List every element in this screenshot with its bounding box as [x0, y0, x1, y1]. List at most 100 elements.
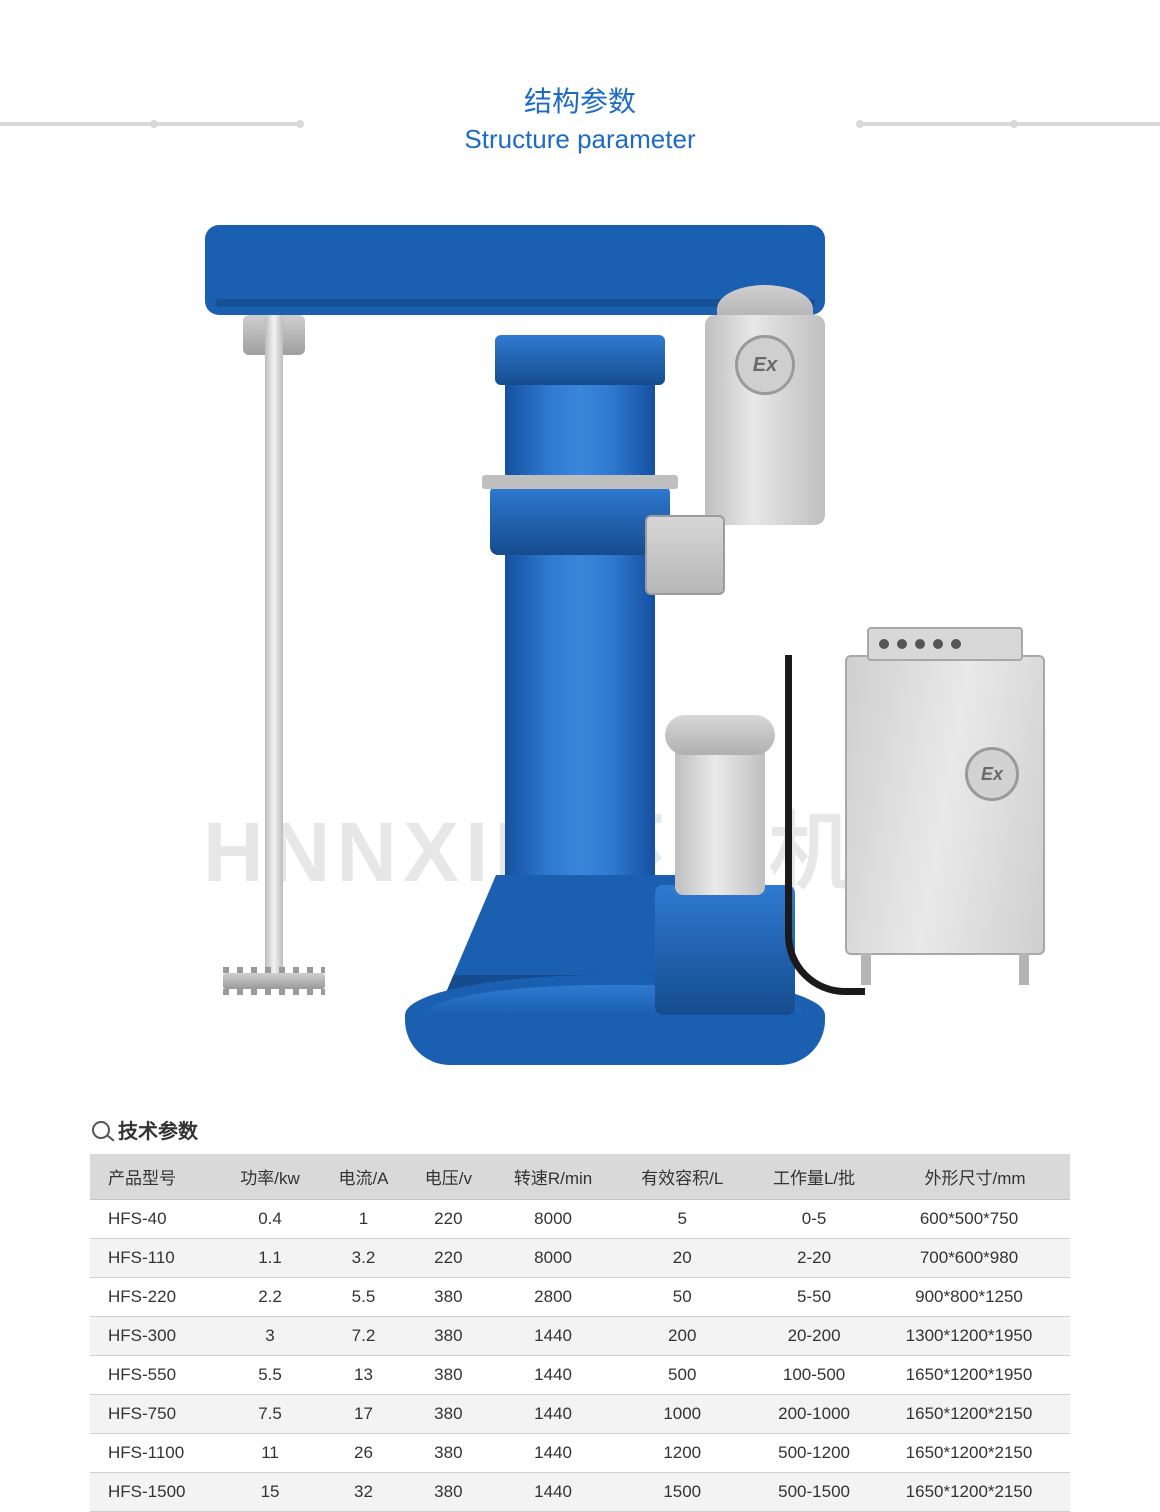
control-cabinet: Ex — [845, 655, 1045, 955]
table-row: HFS-2202.25.53802800505-50900*800*1250 — [90, 1278, 1070, 1317]
table-cell: HFS-550 — [90, 1356, 220, 1395]
col-header: 外形尺寸/mm — [880, 1154, 1070, 1200]
table-cell: 15 — [220, 1473, 320, 1512]
table-row: HFS-5505.5133801440500100-5001650*1200*1… — [90, 1356, 1070, 1395]
page-header: 结构参数 Structure parameter — [90, 80, 1070, 155]
table-row: HFS-1500153238014401500500-15001650*1200… — [90, 1473, 1070, 1512]
table-cell: HFS-220 — [90, 1278, 220, 1317]
table-cell: 7.5 — [220, 1395, 320, 1434]
table-cell: 1650*1200*2150 — [880, 1434, 1070, 1473]
title-english: Structure parameter — [90, 124, 1070, 155]
table-cell: 1650*1200*2150 — [880, 1473, 1070, 1512]
dial-icon — [897, 639, 907, 649]
table-row: HFS-1101.13.22208000202-20700*600*980 — [90, 1239, 1070, 1278]
product-illustration: HNNXIN环鑫机械 Ex Ex — [145, 185, 1015, 1075]
machine-hydraulic-tank — [655, 885, 795, 1015]
col-header: 有效容积/L — [616, 1154, 748, 1200]
divider-left — [0, 122, 300, 126]
col-header: 功率/kw — [220, 1154, 320, 1200]
table-cell: 1440 — [490, 1356, 617, 1395]
table-cell: 50 — [616, 1278, 748, 1317]
table-cell: 2800 — [490, 1278, 617, 1317]
table-cell: 8000 — [490, 1200, 617, 1239]
dial-icon — [879, 639, 889, 649]
control-panel — [867, 627, 1023, 661]
table-cell: 380 — [407, 1434, 490, 1473]
table-cell: 200-1000 — [748, 1395, 880, 1434]
table-cell: 26 — [320, 1434, 407, 1473]
table-cell: 1440 — [490, 1473, 617, 1512]
table-cell: 1500 — [616, 1473, 748, 1512]
table-cell: 20 — [616, 1239, 748, 1278]
table-cell: HFS-110 — [90, 1239, 220, 1278]
table-cell: 1200 — [616, 1434, 748, 1473]
col-header: 电压/v — [407, 1154, 490, 1200]
explosion-proof-label-icon: Ex — [735, 335, 795, 395]
col-header: 工作量L/批 — [748, 1154, 880, 1200]
divider-right — [860, 122, 1160, 126]
table-cell: 1000 — [616, 1395, 748, 1434]
machine-column-cap — [495, 335, 665, 385]
table-cell: 100-500 — [748, 1356, 880, 1395]
table-cell: HFS-300 — [90, 1317, 220, 1356]
machine-collar — [490, 485, 670, 555]
col-header: 电流/A — [320, 1154, 407, 1200]
table-cell: 0.4 — [220, 1200, 320, 1239]
table-cell: 3 — [220, 1317, 320, 1356]
table-row: HFS-400.41220800050-5600*500*750 — [90, 1200, 1070, 1239]
explosion-proof-label-icon: Ex — [965, 747, 1019, 801]
table-cell: 1440 — [490, 1434, 617, 1473]
table-cell: 32 — [320, 1473, 407, 1512]
machine-mixing-shaft — [265, 315, 283, 975]
table-cell: 5 — [616, 1200, 748, 1239]
magnifier-icon — [92, 1121, 110, 1139]
table-cell: HFS-40 — [90, 1200, 220, 1239]
table-cell: 17 — [320, 1395, 407, 1434]
spec-table: 产品型号功率/kw电流/A电压/v转速R/min有效容积/L工作量L/批外形尺寸… — [90, 1154, 1070, 1512]
cabinet-legs — [861, 953, 1029, 985]
title-chinese: 结构参数 — [90, 80, 1070, 120]
dial-icon — [915, 639, 925, 649]
table-cell: 1650*1200*2150 — [880, 1395, 1070, 1434]
table-cell: 380 — [407, 1395, 490, 1434]
dial-icon — [951, 639, 961, 649]
table-cell: 380 — [407, 1473, 490, 1512]
table-cell: 8000 — [490, 1239, 617, 1278]
table-cell: HFS-1500 — [90, 1473, 220, 1512]
col-header: 产品型号 — [90, 1154, 220, 1200]
spec-table-body: HFS-400.41220800050-5600*500*750HFS-1101… — [90, 1200, 1070, 1512]
table-cell: 200 — [616, 1317, 748, 1356]
table-row: HFS-7507.51738014401000200-10001650*1200… — [90, 1395, 1070, 1434]
machine-lift-column — [505, 345, 655, 905]
table-cell: 380 — [407, 1278, 490, 1317]
dial-icon — [933, 639, 943, 649]
table-cell: 5.5 — [320, 1278, 407, 1317]
table-cell: 2.2 — [220, 1278, 320, 1317]
table-cell: 700*600*980 — [880, 1239, 1070, 1278]
table-cell: 3.2 — [320, 1239, 407, 1278]
machine-junction-box — [645, 515, 725, 595]
table-cell: 7.2 — [320, 1317, 407, 1356]
table-cell: 380 — [407, 1317, 490, 1356]
table-cell: HFS-1100 — [90, 1434, 220, 1473]
table-cell: 500 — [616, 1356, 748, 1395]
table-cell: 220 — [407, 1239, 490, 1278]
table-cell: 380 — [407, 1356, 490, 1395]
table-cell: 1.1 — [220, 1239, 320, 1278]
table-cell: 5-50 — [748, 1278, 880, 1317]
spec-table-head: 产品型号功率/kw电流/A电压/v转速R/min有效容积/L工作量L/批外形尺寸… — [90, 1154, 1070, 1200]
table-cell: 1300*1200*1950 — [880, 1317, 1070, 1356]
table-cell: 1440 — [490, 1317, 617, 1356]
table-cell: 1650*1200*1950 — [880, 1356, 1070, 1395]
table-cell: HFS-750 — [90, 1395, 220, 1434]
table-cell: 220 — [407, 1200, 490, 1239]
table-cell: 1440 — [490, 1395, 617, 1434]
table-cell: 20-200 — [748, 1317, 880, 1356]
table-section-title: 技术参数 — [92, 1115, 1070, 1144]
table-row: HFS-30037.2380144020020-2001300*1200*195… — [90, 1317, 1070, 1356]
machine-main-motor: Ex — [705, 315, 825, 525]
table-row: HFS-1100112638014401200500-12001650*1200… — [90, 1434, 1070, 1473]
table-cell: 500-1200 — [748, 1434, 880, 1473]
table-cell: 13 — [320, 1356, 407, 1395]
table-cell: 0-5 — [748, 1200, 880, 1239]
